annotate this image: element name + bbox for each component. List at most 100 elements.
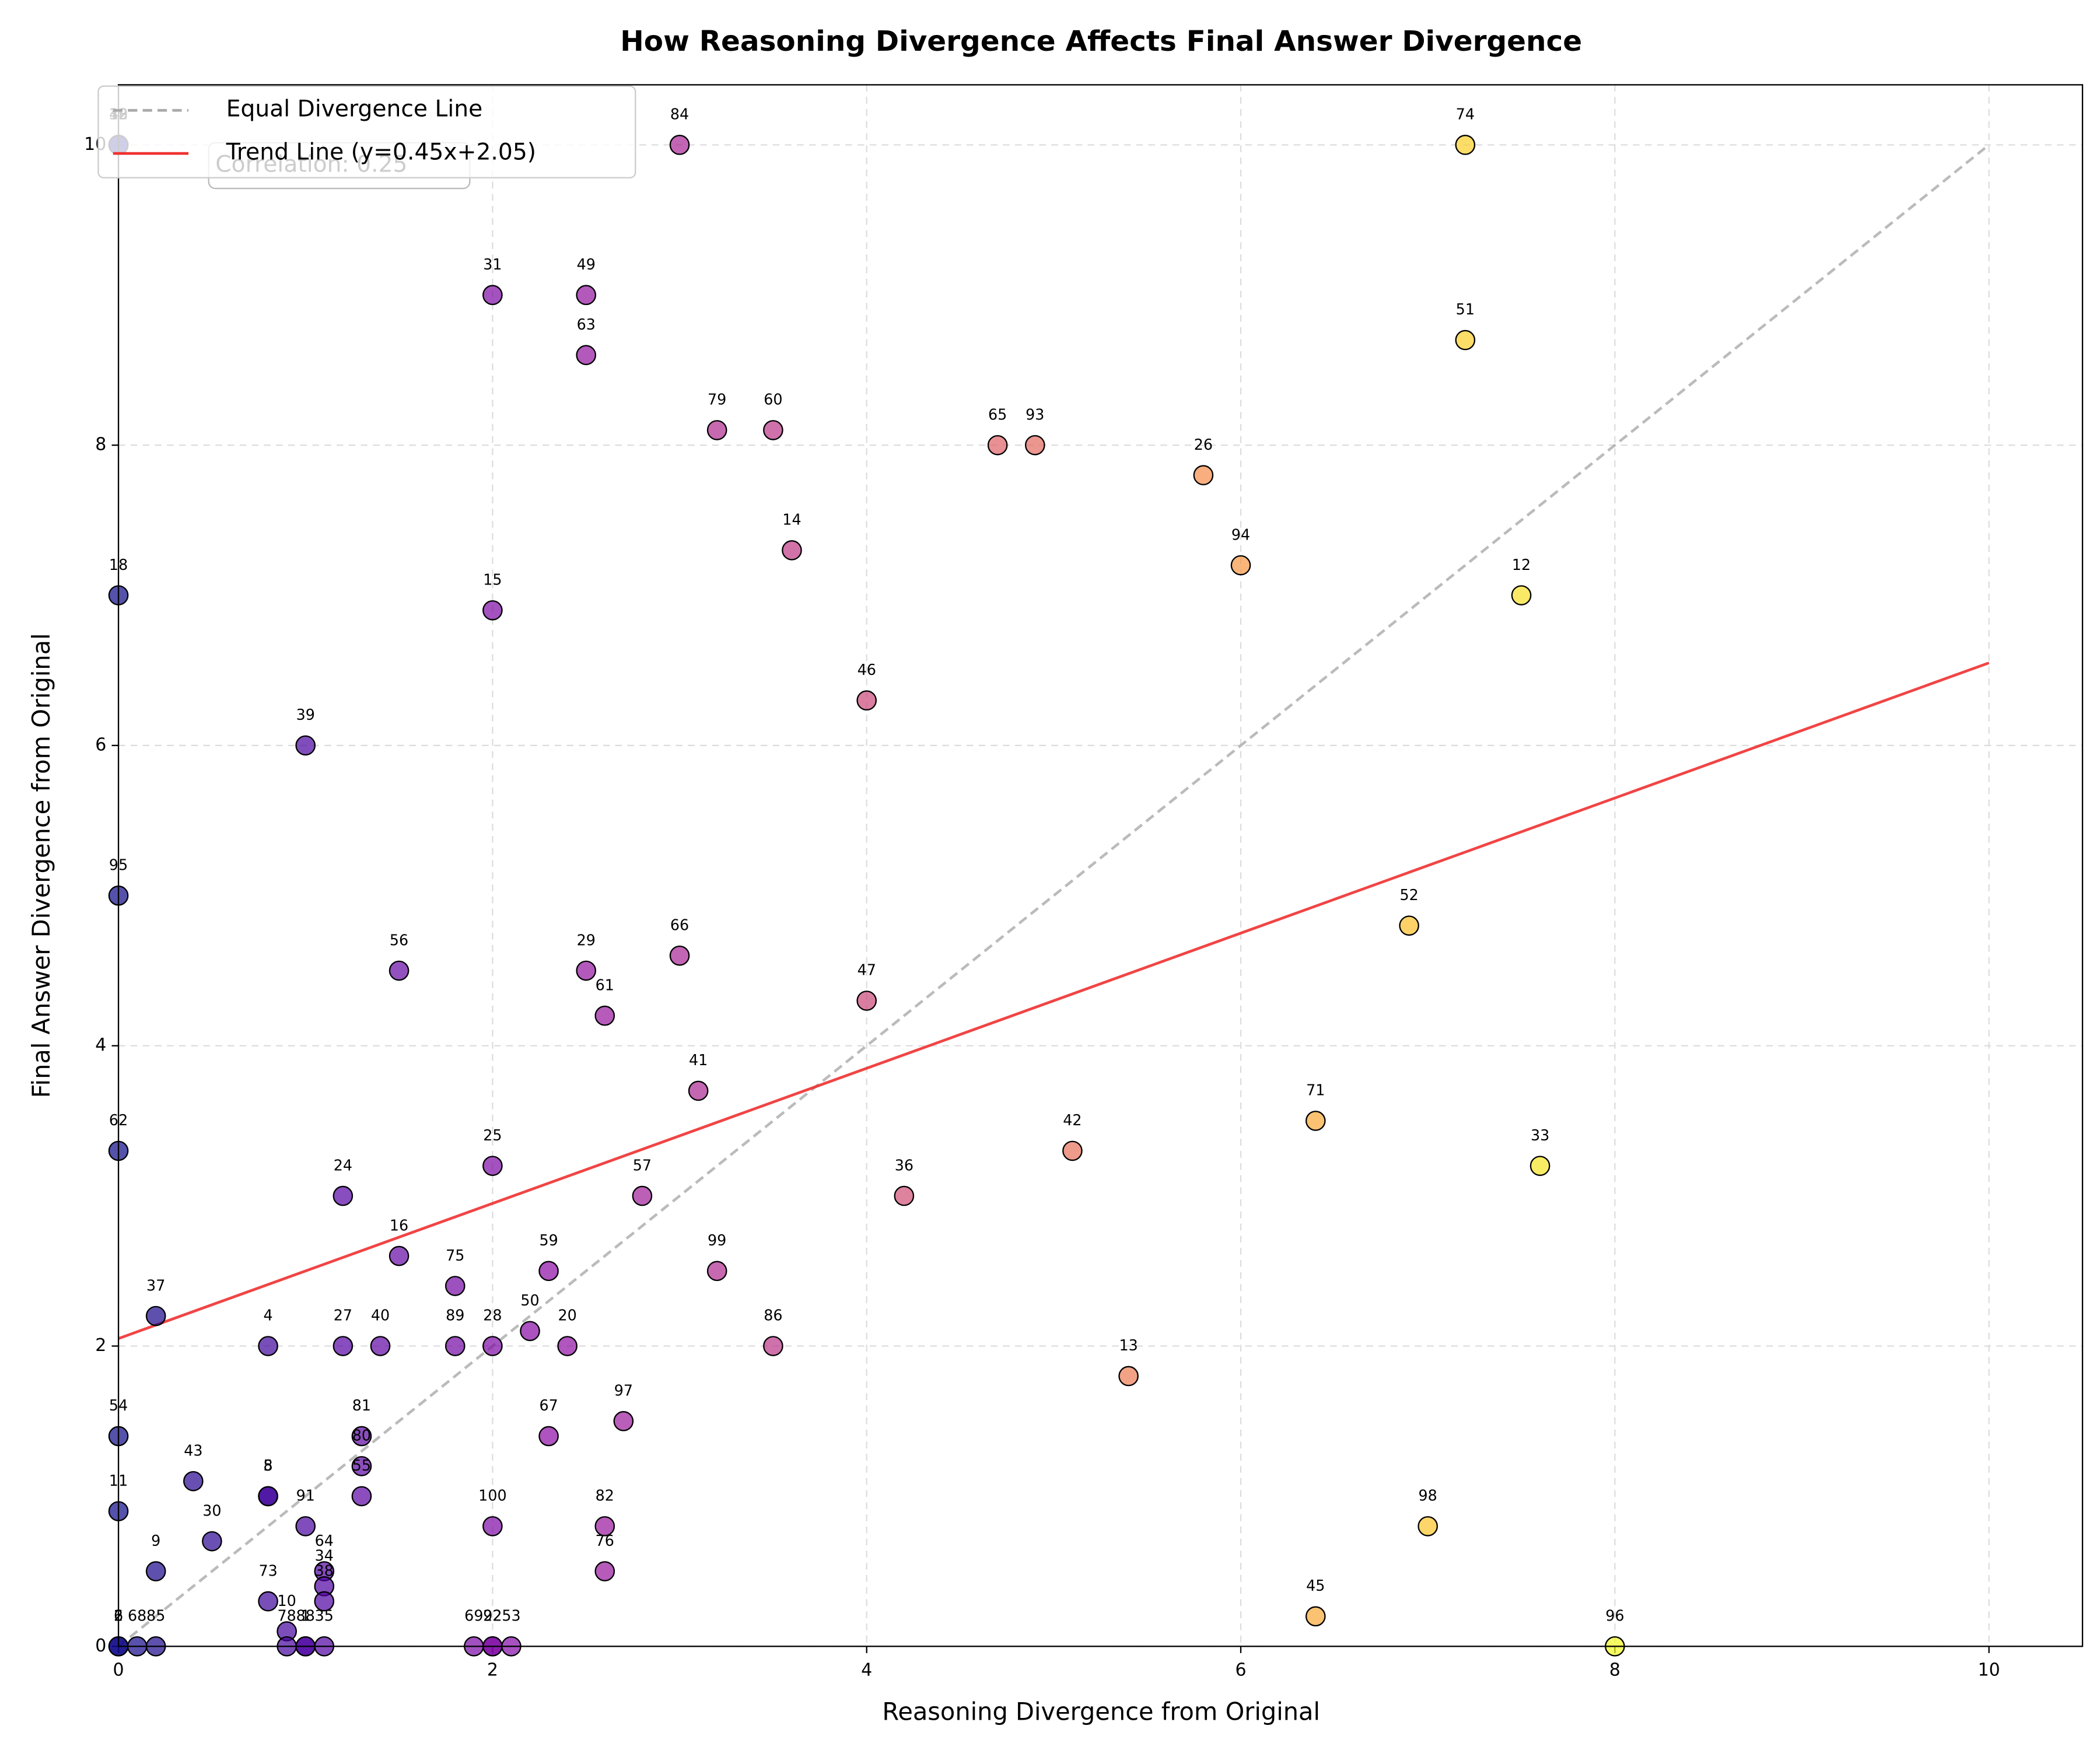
- point: [706, 1261, 727, 1282]
- point-label: 88: [296, 1607, 315, 1625]
- point-label: 31: [483, 256, 502, 273]
- legend-label: Equal Divergence Line: [226, 96, 483, 123]
- point-label: 63: [577, 316, 596, 333]
- point: [1305, 1111, 1326, 1131]
- point: [482, 285, 503, 306]
- point: [1305, 1606, 1326, 1627]
- point-label: 69: [464, 1607, 483, 1625]
- point-label: 84: [670, 106, 689, 123]
- point: [183, 1471, 204, 1492]
- point-label: 30: [202, 1502, 221, 1519]
- point: [1455, 330, 1476, 351]
- chart-title: How Reasoning Divergence Affects Final A…: [620, 25, 1582, 58]
- point-label: 55: [352, 1457, 371, 1474]
- point-label: 46: [858, 661, 876, 678]
- point: [482, 1156, 503, 1176]
- point-label: 8: [264, 1457, 273, 1474]
- point: [894, 1185, 915, 1206]
- x-tick-label: 0: [113, 1660, 124, 1680]
- point-label: 1: [301, 1607, 310, 1625]
- point: [1455, 135, 1476, 155]
- point-label: 93: [1026, 405, 1044, 423]
- point: [557, 1336, 578, 1356]
- point: [145, 1306, 166, 1326]
- point: [482, 1336, 503, 1356]
- point: [576, 285, 597, 306]
- point: [351, 1426, 372, 1447]
- point-label: 13: [1119, 1336, 1138, 1354]
- point: [1062, 1140, 1083, 1161]
- point-label: 66: [670, 916, 689, 934]
- point-label: 4: [264, 1307, 273, 1324]
- point: [594, 1005, 615, 1026]
- point: [987, 435, 1008, 456]
- point: [258, 1591, 278, 1612]
- point: [782, 540, 802, 561]
- point-label: 15: [483, 571, 502, 589]
- point-label: 60: [764, 391, 782, 408]
- point-label: 97: [614, 1381, 633, 1399]
- y-axis-label: Final Answer Divergence from Original: [27, 633, 55, 1098]
- point-label: 12: [1512, 556, 1531, 573]
- point: [1530, 1156, 1550, 1176]
- point: [332, 1336, 354, 1356]
- point-label: 52: [1399, 886, 1418, 904]
- point-label: 64: [315, 1532, 334, 1549]
- point: [688, 1080, 709, 1101]
- point: [576, 345, 597, 366]
- point-label: 86: [764, 1307, 782, 1324]
- point: [594, 1516, 615, 1536]
- point: [1024, 435, 1045, 456]
- legend: Equal Divergence Line Trend Line (y=0.45x…: [97, 85, 636, 178]
- x-tick-label: 10: [1978, 1660, 2000, 1680]
- point-label: 78: [278, 1607, 296, 1625]
- point-label: 57: [633, 1156, 652, 1174]
- point-label: 98: [1419, 1487, 1437, 1504]
- point: [444, 1336, 466, 1356]
- series-line: [118, 662, 1990, 1340]
- legend-frame: [97, 85, 636, 178]
- point: [370, 1336, 391, 1356]
- point-label: 22: [483, 1607, 502, 1625]
- x-tick-label: 8: [1609, 1660, 1620, 1680]
- point-label: 36: [895, 1156, 914, 1174]
- point-label: 5: [264, 1457, 273, 1474]
- point: [202, 1531, 222, 1552]
- point-label: 34: [315, 1547, 334, 1564]
- point: [482, 600, 503, 621]
- point-label: 41: [689, 1051, 708, 1069]
- point-label: 25: [483, 1126, 502, 1144]
- point-label: 74: [1456, 106, 1475, 123]
- point-label: 100: [478, 1487, 506, 1504]
- point-label: 79: [708, 391, 726, 408]
- point: [1511, 585, 1532, 606]
- point-label: 96: [1605, 1607, 1624, 1625]
- point-label: 43: [184, 1441, 202, 1459]
- point-label: 42: [1063, 1111, 1082, 1129]
- point: [856, 690, 877, 711]
- point-label: 85: [146, 1607, 165, 1625]
- point: [295, 735, 316, 756]
- point: [520, 1321, 540, 1342]
- lines: [117, 144, 1990, 1648]
- point-label: 50: [520, 1292, 539, 1309]
- point: [314, 1591, 335, 1612]
- point-label: 59: [539, 1231, 558, 1249]
- point: [1230, 555, 1251, 576]
- x-tick-label: 4: [861, 1660, 872, 1680]
- point: [295, 1516, 316, 1536]
- point: [1118, 1366, 1139, 1387]
- point: [669, 945, 690, 966]
- point-label: 39: [296, 706, 315, 723]
- point: [388, 1245, 410, 1266]
- y-tick-label: 2: [95, 1335, 106, 1356]
- point-label: 24: [334, 1156, 352, 1174]
- plot-frame: [117, 84, 2084, 1647]
- point: [258, 1486, 278, 1507]
- point-label: 81: [352, 1396, 371, 1414]
- point: [332, 1185, 354, 1206]
- point: [258, 1336, 278, 1356]
